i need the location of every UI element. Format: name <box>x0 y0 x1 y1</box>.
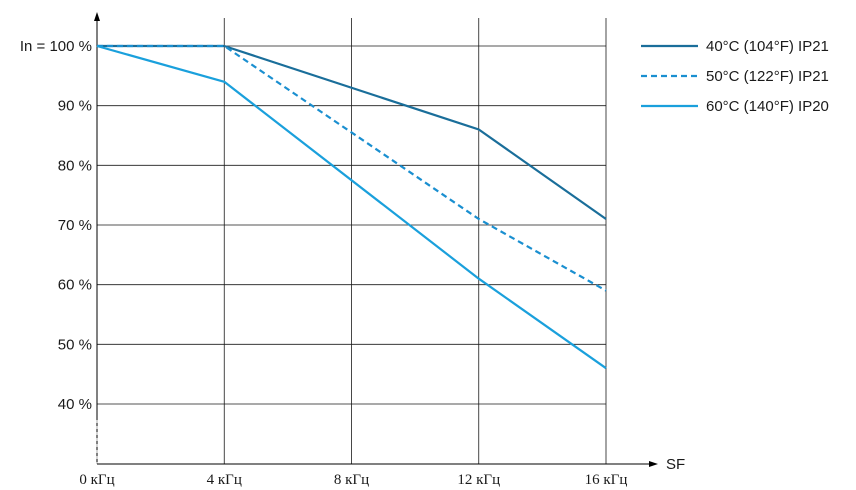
legend-label: 60°C (140°F) IP20 <box>706 98 829 115</box>
y-tick-label: 60 % <box>58 277 92 294</box>
x-tick-labels: 0 кГц 4 кГц 8 кГц 12 кГц 16 кГц <box>79 472 627 488</box>
series-lines <box>96 44 607 370</box>
y-tick-label: 50 % <box>58 336 92 353</box>
x-axis-arrow-icon <box>649 461 658 467</box>
y-tick-label: 40 % <box>58 396 92 413</box>
x-tick-label: 4 кГц <box>207 472 242 488</box>
y-tick-label: In = 100 % <box>20 38 92 55</box>
series-line-2 <box>97 44 607 292</box>
series-line-3 <box>96 44 607 370</box>
x-tick-label: 12 кГц <box>457 472 500 488</box>
grid <box>97 18 607 464</box>
x-tick-label: 8 кГц <box>334 472 369 488</box>
y-tick-label: 70 % <box>58 217 92 234</box>
legend: 40°C (104°F) IP21 50°C (122°F) IP21 60°C (… <box>641 38 829 115</box>
x-axis-label: SF <box>666 456 685 473</box>
y-tick-label: 90 % <box>58 98 92 115</box>
legend-label: 40°C (104°F) IP21 <box>706 38 829 55</box>
y-tick-label: 80 % <box>58 157 92 174</box>
axes: SF <box>94 12 685 473</box>
legend-label: 50°C (122°F) IP21 <box>706 68 829 85</box>
x-tick-label: 16 кГц <box>585 472 628 488</box>
y-axis-arrow-icon <box>94 12 100 21</box>
x-tick-label: 0 кГц <box>79 472 114 488</box>
y-tick-labels: 40 % 50 % 60 % 70 % 80 % 90 % In = 100 % <box>20 38 92 413</box>
